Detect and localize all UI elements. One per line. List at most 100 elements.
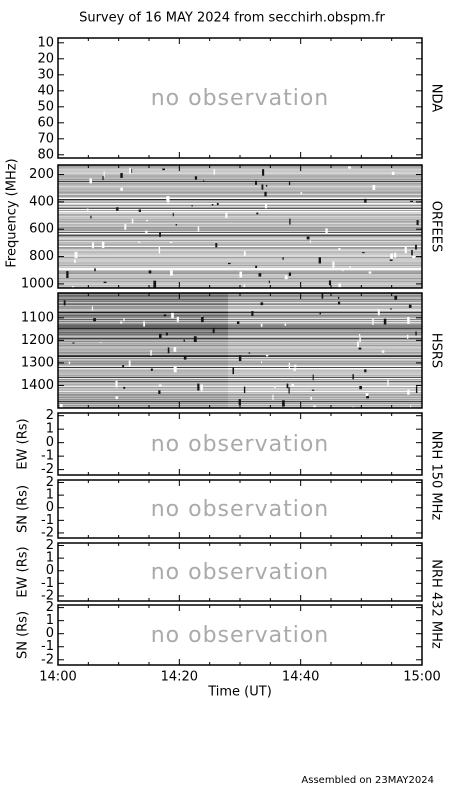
spectrogram-row (228, 308, 422, 309)
spectrogram-speck (150, 350, 152, 356)
spectrogram-speck (103, 281, 107, 284)
spectrogram-row (58, 372, 228, 373)
spectrogram-speck (387, 379, 389, 386)
spectrogram-row (228, 342, 422, 343)
spectrogram-row (228, 395, 422, 396)
spectrogram-speck (169, 241, 173, 243)
spectrogram-row (58, 308, 228, 309)
spectrogram-row (58, 196, 422, 197)
spectrogram-row (228, 397, 422, 398)
spectrogram-speck (300, 192, 303, 195)
spectrogram-row (58, 329, 228, 330)
spectrogram-speck (282, 257, 284, 260)
spectrogram-speck (416, 220, 419, 226)
spectrogram-row (58, 278, 422, 279)
spectrogram-row (58, 380, 228, 381)
spectrogram-speck (158, 333, 162, 338)
spectrogram-row (228, 350, 422, 351)
spectrogram-speck (215, 243, 218, 248)
spectrogram-row (58, 248, 422, 249)
spectrogram-speck (191, 205, 193, 207)
spectrogram-row (228, 406, 422, 407)
spectrogram-row (58, 393, 228, 394)
spectrogram-row (58, 405, 228, 406)
spectrogram-row (58, 341, 228, 342)
y-tick-label: 1 (46, 551, 54, 566)
spectrogram-speck (227, 262, 231, 265)
spectrogram-speck (116, 207, 119, 211)
spectrogram-speck (148, 270, 152, 274)
spectrogram-row (58, 356, 228, 357)
spectrogram-speck (74, 251, 78, 258)
spectrogram-row (58, 279, 422, 280)
spectrogram-row (228, 363, 422, 364)
spectrogram-row (58, 399, 228, 400)
spectrogram-row (58, 281, 422, 282)
spectrogram-row (58, 204, 422, 205)
spectrogram-row (58, 253, 422, 254)
spectrogram-row (58, 246, 422, 247)
spectrogram-row (228, 341, 422, 342)
spectrogram-row (228, 344, 422, 345)
spectrogram-row (228, 375, 422, 376)
spectrogram-row (58, 205, 422, 206)
spectrogram-speck (372, 185, 376, 190)
y-tick-label: 1400 (21, 378, 54, 393)
spectrogram-row (58, 385, 228, 386)
spectrogram-row (228, 387, 422, 388)
spectrogram-speck (293, 367, 296, 371)
spectrogram-row (228, 374, 422, 375)
spectrogram-speck (119, 321, 123, 324)
spectrogram-speck (391, 171, 395, 175)
spectrogram-row (58, 315, 228, 316)
spectrogram-speck (348, 166, 352, 169)
spectrogram-row (58, 339, 228, 340)
spectrogram-row (58, 182, 422, 183)
chart-title: Survey of 16 MAY 2024 from secchirh.obsp… (79, 11, 385, 26)
spectrogram-row (58, 324, 228, 325)
spectrogram-row (58, 360, 228, 361)
spectrogram-row (228, 353, 422, 354)
spectrogram-row (58, 348, 228, 349)
spectrogram-speck (359, 336, 361, 343)
spectrogram-row (228, 302, 422, 303)
y-tick-label: 1100 (21, 310, 54, 325)
spectrogram-row (58, 368, 228, 369)
spectrogram-row (58, 365, 228, 366)
spectrogram-row (58, 198, 422, 199)
spectrogram-row (58, 232, 422, 233)
y-tick-label: 0 (46, 626, 54, 641)
spectrogram-speck (381, 350, 385, 353)
spectrogram-row (228, 295, 422, 296)
spectrogram-speck (362, 252, 365, 254)
spectrogram-row (228, 316, 422, 317)
spectrogram-row (58, 265, 422, 266)
spectrogram-row (58, 212, 422, 213)
spectrogram-row (228, 359, 422, 360)
spectrogram-speck (338, 248, 341, 251)
x-tick-label: 15:00 (403, 670, 440, 685)
spectrogram-row (58, 231, 422, 232)
y-tick-label: -2 (41, 462, 54, 477)
spectrogram-speck (216, 202, 219, 206)
spectrogram-speck (394, 252, 397, 258)
y-tick-label: 20 (37, 51, 54, 66)
spectrogram-row (228, 365, 422, 366)
spectrogram-row (228, 355, 422, 356)
y-tick-label: 80 (37, 147, 54, 162)
spectrogram-speck (103, 171, 105, 178)
spectrogram-row (58, 249, 422, 250)
spectrogram-row (228, 392, 422, 393)
spectrogram-row (58, 337, 228, 338)
status-text: no observation (151, 560, 330, 585)
spectrogram-row (58, 283, 422, 284)
spectrogram-row (58, 355, 228, 356)
spectrogram-row (58, 398, 228, 399)
spectrogram-speck (406, 334, 409, 339)
y-tick-label: 0 (46, 563, 54, 578)
spectrogram-row (228, 322, 422, 323)
spectrogram-speck (123, 386, 126, 389)
spectrogram-speck (74, 259, 76, 263)
spectrogram-row (228, 391, 422, 392)
y-tick-label: 600 (29, 222, 54, 237)
